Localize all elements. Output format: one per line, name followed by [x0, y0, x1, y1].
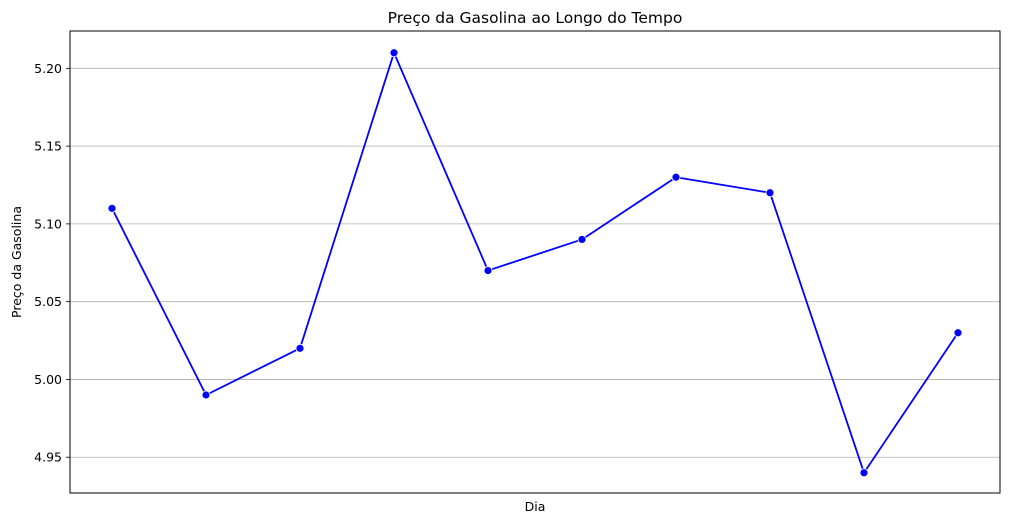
data-point [483, 266, 493, 275]
data-point [389, 48, 399, 58]
x-axis-label: Dia [525, 499, 546, 514]
y-axis-label: Preço da Gasolina [9, 206, 24, 318]
data-point [859, 468, 869, 478]
data-point [671, 172, 681, 182]
y-axis: 4.95 5.00 5.05 5.10 5.15 5.20 [34, 61, 70, 465]
data-point [107, 203, 117, 213]
chart-title: Preço da Gasolina ao Longo do Tempo [388, 9, 683, 27]
y-tick-label: 5.05 [34, 294, 62, 309]
data-point [953, 328, 963, 338]
plot-frame [69, 30, 1001, 494]
y-tick-label: 5.15 [34, 139, 62, 154]
y-tick-label: 4.95 [34, 450, 62, 465]
y-tick-label: 5.00 [34, 372, 62, 387]
series-line [111, 51, 959, 474]
y-tick-label: 5.10 [34, 216, 62, 231]
grid-lines [70, 67, 1000, 458]
series-layer [107, 48, 963, 478]
data-point [577, 235, 587, 244]
data-point [201, 390, 211, 400]
y-tick-label: 5.20 [34, 61, 62, 76]
data-point [295, 343, 305, 353]
data-point [765, 188, 775, 198]
